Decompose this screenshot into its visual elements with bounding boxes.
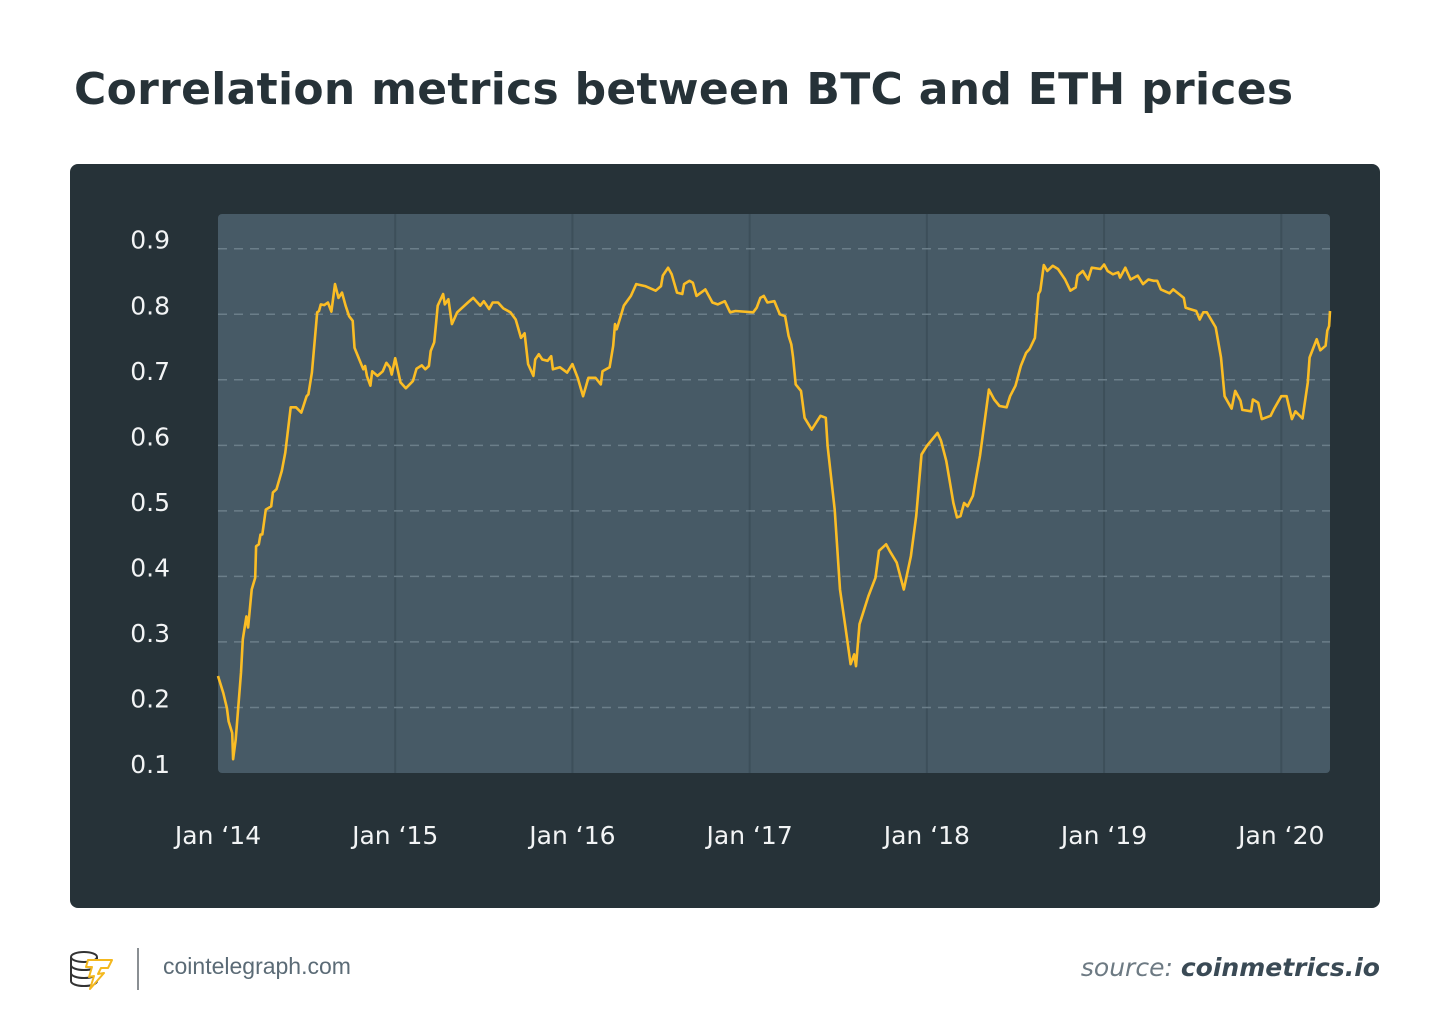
y-tick-label: 0.4: [130, 553, 170, 582]
y-tick-label: 0.3: [130, 619, 170, 648]
source-label: source:: [1080, 953, 1173, 982]
y-tick-label: 0.1: [130, 750, 170, 779]
footer-source: source: coinmetrics.io: [1081, 953, 1380, 982]
y-tick-label: 0.7: [130, 357, 170, 386]
y-tick-label: 0.2: [130, 684, 170, 713]
cointelegraph-logo-icon: [68, 948, 118, 996]
chart-card: Jan ‘14 Jan ‘15 Jan ‘16 Jan ‘17 Jan ‘18 Jan ‘…: [70, 164, 1380, 908]
x-tick-label: Jan ‘15: [350, 821, 438, 850]
y-tick-label: 0.6: [130, 422, 170, 451]
source-name: coinmetrics.io: [1180, 953, 1380, 982]
x-tick-label: Jan ‘14: [173, 821, 261, 850]
y-tick-label: 0.5: [130, 488, 170, 517]
correlation-line: [216, 263, 1332, 761]
line-chart: Jan ‘14 Jan ‘15 Jan ‘16 Jan ‘17 Jan ‘18 Jan ‘…: [130, 214, 1332, 850]
y-tick-label: 0.8: [130, 291, 170, 320]
x-tick-label: Jan ‘17: [705, 821, 793, 850]
x-tick-label: Jan ‘20: [1236, 821, 1324, 850]
x-tick-label: Jan ‘18: [882, 821, 970, 850]
x-tick-label: Jan ‘19: [1059, 821, 1147, 850]
chart-title: Correlation metrics between BTC and ETH …: [74, 64, 1294, 115]
footer-divider: [137, 948, 139, 990]
y-tick-label: 0.9: [130, 226, 170, 255]
plot-area: [218, 214, 1330, 773]
footer-site-url: cointelegraph.com: [163, 953, 351, 979]
x-tick-label: Jan ‘16: [527, 821, 615, 850]
